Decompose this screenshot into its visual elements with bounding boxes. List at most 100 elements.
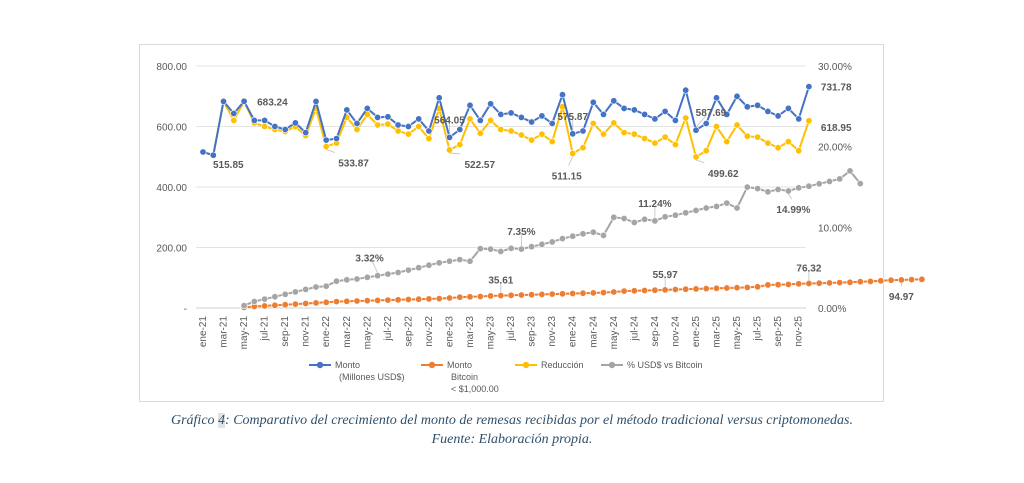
data-label: 683.24 — [257, 97, 288, 108]
data-point — [425, 261, 433, 269]
data-point — [784, 138, 792, 146]
data-point — [374, 272, 382, 280]
left-tick-label: 200.00 — [156, 244, 187, 255]
data-point — [846, 167, 854, 175]
x-tick-label: mar-21 — [219, 316, 230, 348]
data-point — [445, 294, 453, 302]
data-point — [815, 180, 823, 188]
left-tick-label: 600.00 — [156, 123, 187, 134]
data-point — [261, 295, 269, 303]
data-label: 3.32% — [355, 254, 383, 265]
data-label: 575.87 — [557, 112, 588, 123]
data-point — [538, 112, 546, 120]
data-point — [404, 295, 412, 303]
data-point — [723, 110, 731, 118]
label-leader — [371, 260, 378, 273]
x-tick-label: nov-23 — [547, 316, 558, 347]
series-3 — [240, 167, 864, 310]
data-point — [528, 136, 536, 144]
caption-number: 4 — [218, 413, 226, 428]
data-point — [733, 121, 741, 129]
data-point — [610, 97, 618, 105]
data-point — [774, 144, 782, 152]
data-label: 533.87 — [338, 159, 369, 170]
data-point — [764, 188, 772, 196]
data-point — [435, 94, 443, 102]
data-point — [332, 277, 340, 285]
data-point — [599, 231, 607, 239]
data-point — [589, 228, 597, 236]
data-point — [384, 113, 392, 121]
x-tick-label: nov-25 — [794, 316, 805, 347]
data-point — [240, 97, 248, 105]
data-point — [415, 123, 423, 131]
x-tick-label: ene-24 — [568, 316, 579, 348]
data-point — [589, 289, 597, 297]
data-point — [784, 280, 792, 288]
data-label: 731.78 — [821, 83, 852, 94]
data-point — [507, 127, 515, 135]
data-point — [456, 141, 464, 149]
data-point — [353, 275, 361, 283]
label-leader — [568, 156, 574, 166]
data-point — [692, 285, 700, 293]
label-leader — [695, 114, 707, 128]
legend-item: Monto Bitcoin < $1,000.00 — [421, 360, 499, 394]
legend-label: Reducción — [541, 360, 584, 370]
data-label: 515.85 — [213, 160, 244, 171]
data-point — [702, 204, 710, 212]
data-point — [476, 245, 484, 253]
data-point — [487, 116, 495, 124]
data-point — [476, 116, 484, 124]
data-point — [548, 290, 556, 298]
data-point — [723, 284, 731, 292]
data-point — [620, 104, 628, 112]
data-point — [774, 281, 782, 289]
data-point — [415, 115, 423, 123]
right-tick-label: 10.00% — [818, 223, 852, 234]
caption-source: Fuente: Elaboración propia. — [431, 432, 593, 447]
x-tick-label: sep-23 — [527, 316, 538, 347]
data-point — [589, 120, 597, 128]
data-point — [209, 151, 217, 159]
data-point — [487, 245, 495, 253]
data-point — [353, 297, 361, 305]
data-point — [784, 104, 792, 112]
data-point — [435, 259, 443, 267]
data-point — [517, 131, 525, 139]
series-0 — [199, 83, 813, 159]
label-leader — [449, 152, 461, 155]
data-point — [425, 135, 433, 143]
data-point — [528, 291, 536, 299]
data-point — [856, 278, 864, 286]
data-point — [805, 83, 813, 91]
data-point — [610, 213, 618, 221]
data-point — [343, 297, 351, 305]
data-point — [466, 101, 474, 109]
x-tick-label: mar-22 — [342, 316, 353, 348]
data-label: 499.62 — [708, 169, 739, 180]
legend: Monto (Millones USD$) Monto Bitcoin < $1,000… — [309, 360, 703, 394]
data-point — [558, 91, 566, 99]
data-point — [610, 288, 618, 296]
data-point — [641, 110, 649, 118]
data-point — [569, 232, 577, 240]
data-point — [374, 121, 382, 129]
data-point — [630, 130, 638, 138]
data-point — [692, 153, 700, 161]
data-point — [661, 213, 669, 221]
data-point — [733, 204, 741, 212]
x-tick-label: may-24 — [609, 316, 620, 350]
caption-text: : Comparativo del crecimiento del monto … — [225, 413, 854, 428]
data-label: 35.61 — [488, 276, 513, 287]
data-point — [764, 107, 772, 115]
data-point — [415, 295, 423, 303]
x-tick-label: sep-24 — [650, 316, 661, 347]
data-point — [651, 286, 659, 294]
data-point — [671, 116, 679, 124]
data-point — [322, 136, 330, 144]
data-point — [774, 185, 782, 193]
data-point — [374, 296, 382, 304]
data-point — [764, 139, 772, 147]
series-1 — [240, 275, 926, 311]
